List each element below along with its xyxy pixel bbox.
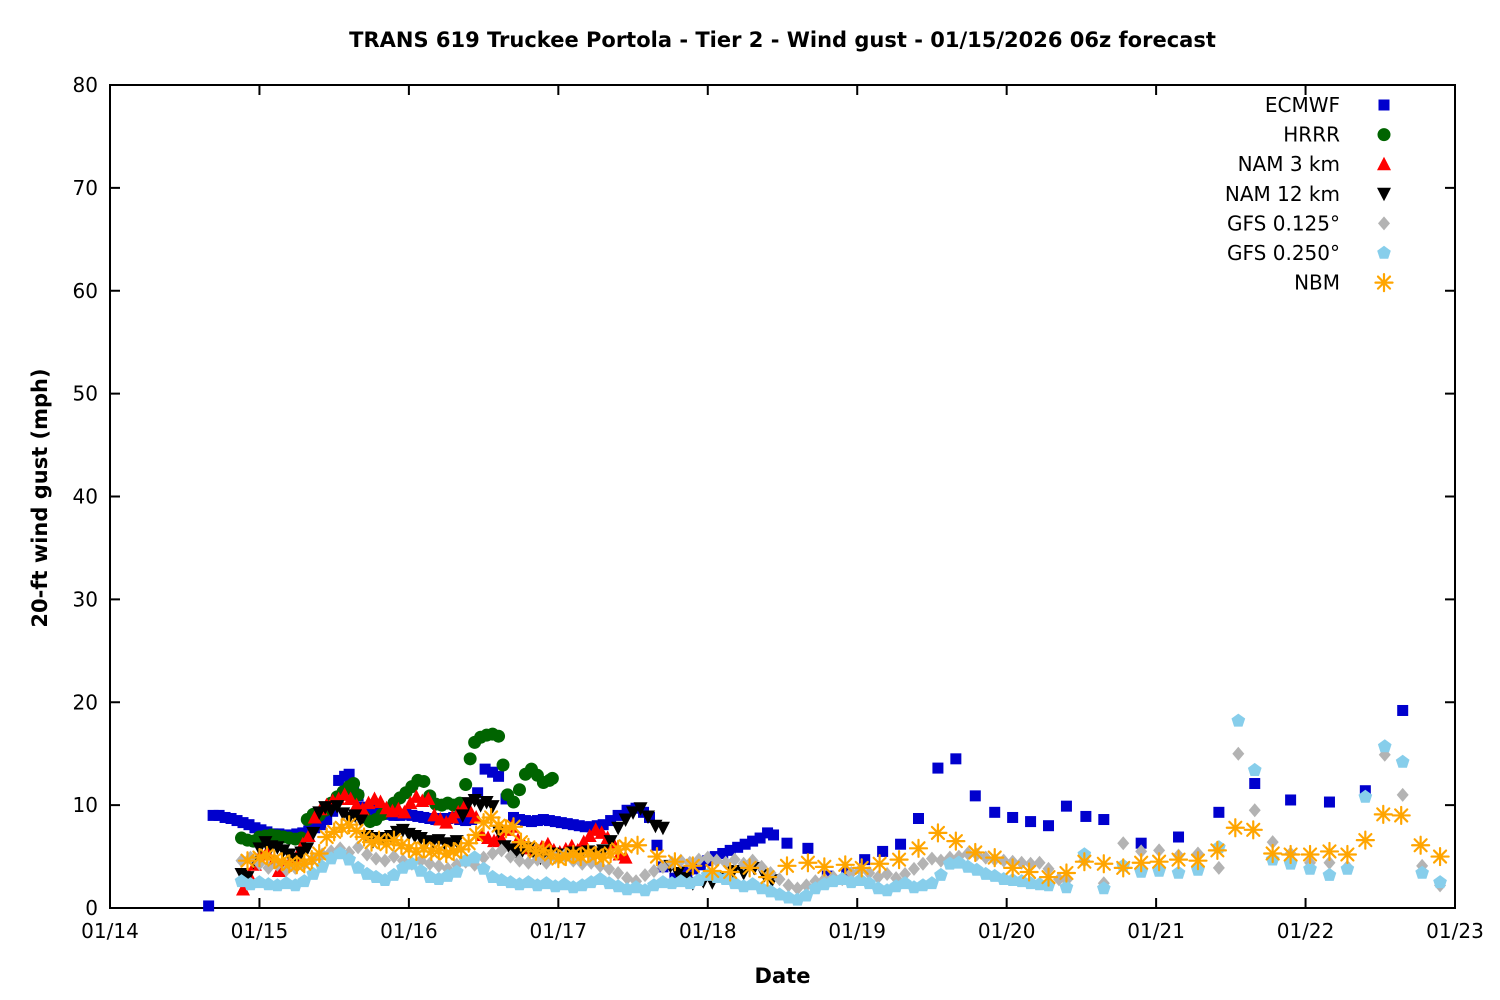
- legend-marker-nam-12km: [1377, 187, 1391, 202]
- legend: ECMWF HRRR NAM 3 km NAM 12 km GFS 0.125° GFS …: [1225, 93, 1394, 295]
- legend-label-hrrr: HRRR: [1283, 123, 1340, 147]
- legend-marker-nam-3km: [1377, 156, 1391, 171]
- legend-item-ecmwf: ECMWF: [1265, 93, 1390, 117]
- series-hrrr-points: [235, 727, 559, 848]
- legend-marker-gfs-0125: [1378, 216, 1390, 231]
- legend-item-nam-3km: NAM 3 km: [1238, 152, 1391, 176]
- y-tick-label: 20: [73, 690, 98, 714]
- legend-marker-nbm: [1374, 273, 1394, 293]
- x-tick-label: 01/18: [679, 919, 737, 943]
- y-tick-label: 30: [73, 587, 98, 611]
- legend-marker-gfs-0250: [1377, 245, 1391, 259]
- legend-label-gfs-0125: GFS 0.125°: [1227, 211, 1340, 235]
- series-nbm-points: [237, 804, 1450, 887]
- series-gfs-0250-points: [234, 713, 1447, 906]
- chart-title: TRANS 619 Truckee Portola - Tier 2 - Win…: [349, 28, 1216, 52]
- x-tick-label: 01/19: [828, 919, 886, 943]
- x-tick-label: 01/17: [530, 919, 588, 943]
- x-tick-label: 01/22: [1277, 919, 1335, 943]
- y-tick-label: 80: [73, 73, 98, 97]
- legend-marker-ecmwf: [1378, 99, 1390, 111]
- y-tick-label: 10: [73, 793, 98, 817]
- y-tick-label: 50: [73, 382, 98, 406]
- y-tick-label: 70: [73, 176, 98, 200]
- x-tick-label: 01/14: [81, 919, 139, 943]
- legend-item-gfs-0250: GFS 0.250°: [1227, 241, 1391, 265]
- y-tick-label: 60: [73, 279, 98, 303]
- legend-item-nbm: NBM: [1294, 271, 1394, 295]
- legend-label-ecmwf: ECMWF: [1265, 93, 1340, 117]
- legend-item-gfs-0125: GFS 0.125°: [1227, 211, 1390, 235]
- x-tick-label: 01/23: [1426, 919, 1484, 943]
- x-axis-label: Date: [754, 964, 811, 988]
- y-tick-label: 0: [85, 896, 98, 920]
- legend-marker-hrrr: [1377, 128, 1391, 142]
- y-tick-label: 40: [73, 485, 98, 509]
- legend-label-gfs-0250: GFS 0.250°: [1227, 241, 1340, 265]
- axis-ticks: 01/14 01/15 01/16 01/17 01/18 01/19 01/20 01/21…: [73, 73, 1484, 943]
- legend-label-nbm: NBM: [1294, 271, 1340, 295]
- x-tick-label: 01/20: [978, 919, 1036, 943]
- x-tick-label: 01/16: [380, 919, 438, 943]
- legend-item-hrrr: HRRR: [1283, 123, 1391, 147]
- x-tick-label: 01/21: [1127, 919, 1185, 943]
- legend-item-nam-12km: NAM 12 km: [1225, 182, 1391, 206]
- legend-label-nam-12km: NAM 12 km: [1225, 182, 1340, 206]
- series-ecmwf-points: [203, 704, 1409, 912]
- legend-label-nam-3km: NAM 3 km: [1238, 152, 1340, 176]
- x-tick-label: 01/15: [231, 919, 289, 943]
